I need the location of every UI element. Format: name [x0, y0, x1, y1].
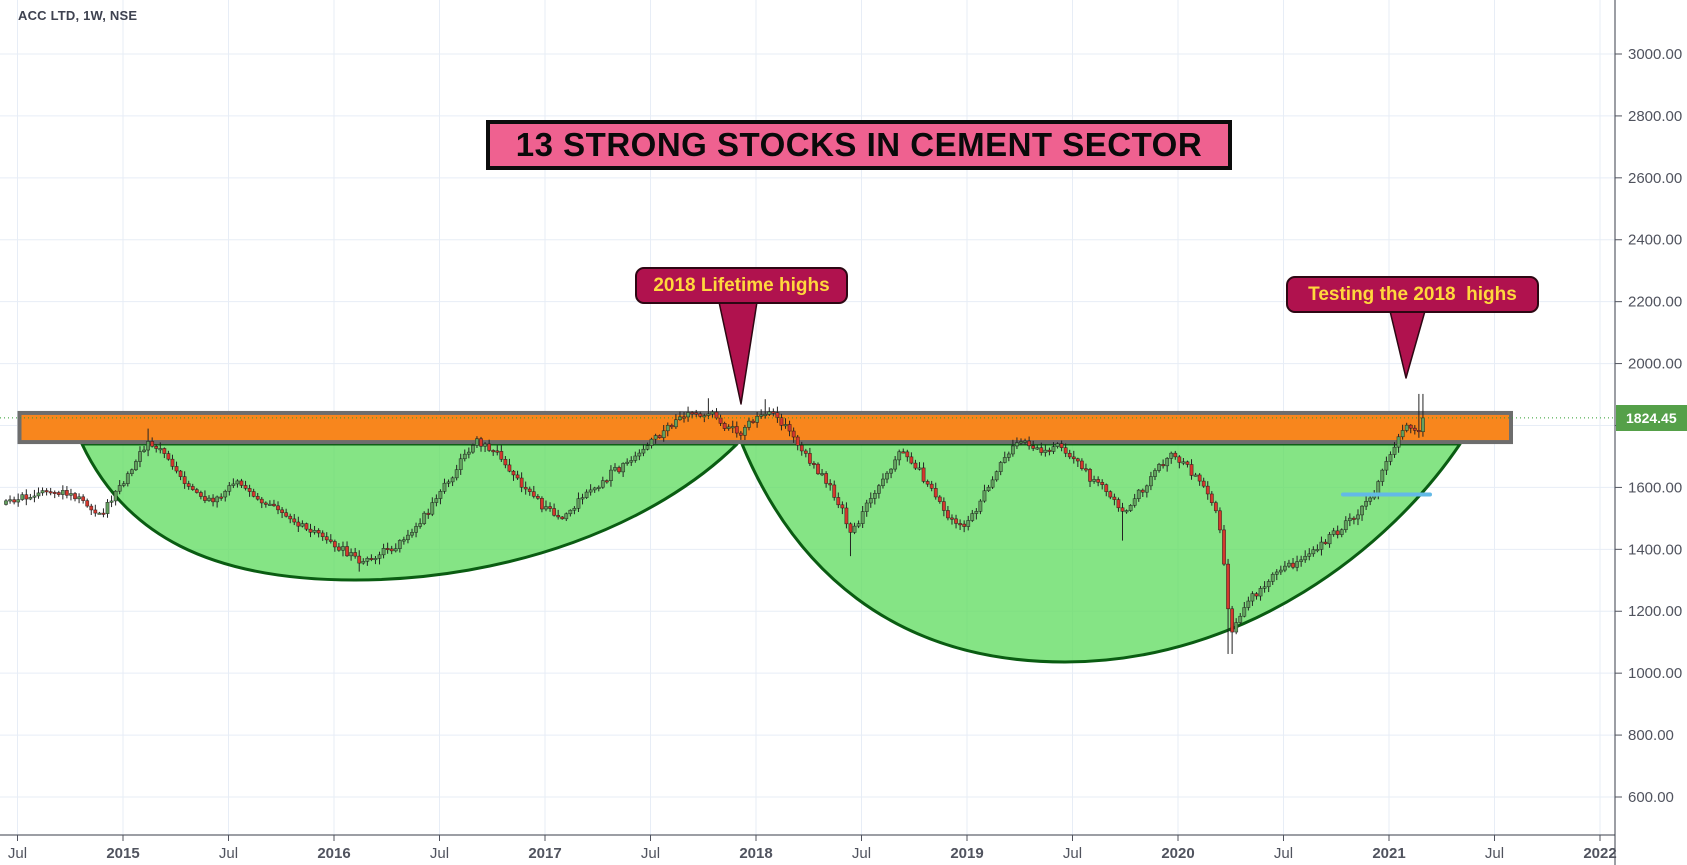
time-tick-label: Jul: [8, 845, 27, 862]
cup-2018-2021[interactable]: [740, 442, 1462, 664]
price-tick-label: 1400.00: [1628, 541, 1682, 558]
callout-testing-2018-highs[interactable]: Testing the 2018 highs: [1286, 276, 1539, 313]
time-tick-label: 2020: [1161, 845, 1194, 862]
time-tick-label: 2022: [1583, 845, 1616, 862]
callout-text: 2018 Lifetime highs: [653, 274, 830, 296]
time-tick-label: 2021: [1372, 845, 1405, 862]
time-tick-label: 2015: [106, 845, 139, 862]
time-tick-label: Jul: [1274, 845, 1293, 862]
price-tick-label: 2400.00: [1628, 232, 1682, 249]
callout-tail-1[interactable]: [1389, 310, 1426, 379]
last-price-tag: 1824.45: [1616, 404, 1687, 431]
candlestick-series: [4, 393, 1425, 654]
title-banner-drawing[interactable]: 13 STRONG STOCKS IN CEMENT SECTOR: [486, 120, 1232, 170]
price-tick-label: 2600.00: [1628, 170, 1682, 187]
title-banner-text: 13 STRONG STOCKS IN CEMENT SECTOR: [515, 126, 1203, 163]
time-tick-label: 2016: [317, 845, 350, 862]
price-tick-label: 3000.00: [1628, 46, 1682, 63]
price-tick-label: 2800.00: [1628, 108, 1682, 125]
price-tick-label: 2200.00: [1628, 294, 1682, 311]
last-price-value: 1824.45: [1626, 409, 1677, 426]
callout-tail-0[interactable]: [718, 301, 758, 405]
callout-2018-lifetime-highs[interactable]: 2018 Lifetime highs: [635, 267, 848, 304]
price-tick-label: 600.00: [1628, 789, 1674, 806]
time-tick-label: 2017: [528, 845, 561, 862]
symbol-title: ACC LTD, 1W, NSE: [18, 8, 138, 23]
cup-2014-2017[interactable]: [80, 442, 739, 582]
callout-text: Testing the 2018 highs: [1308, 283, 1517, 305]
price-tick-label: 800.00: [1628, 727, 1674, 744]
time-tick-label: Jul: [430, 845, 449, 862]
time-tick-label: 2019: [950, 845, 983, 862]
price-tick-label: 2000.00: [1628, 356, 1682, 373]
price-tick-label: 1600.00: [1628, 479, 1682, 496]
price-tick-label: 1000.00: [1628, 665, 1682, 682]
time-tick-label: Jul: [1063, 845, 1082, 862]
time-tick-label: 2018: [739, 845, 772, 862]
time-tick-label: Jul: [1485, 845, 1504, 862]
price-tick-label: 1200.00: [1628, 603, 1682, 620]
time-tick-label: Jul: [852, 845, 871, 862]
time-tick-label: Jul: [219, 845, 238, 862]
time-tick-label: Jul: [641, 845, 660, 862]
